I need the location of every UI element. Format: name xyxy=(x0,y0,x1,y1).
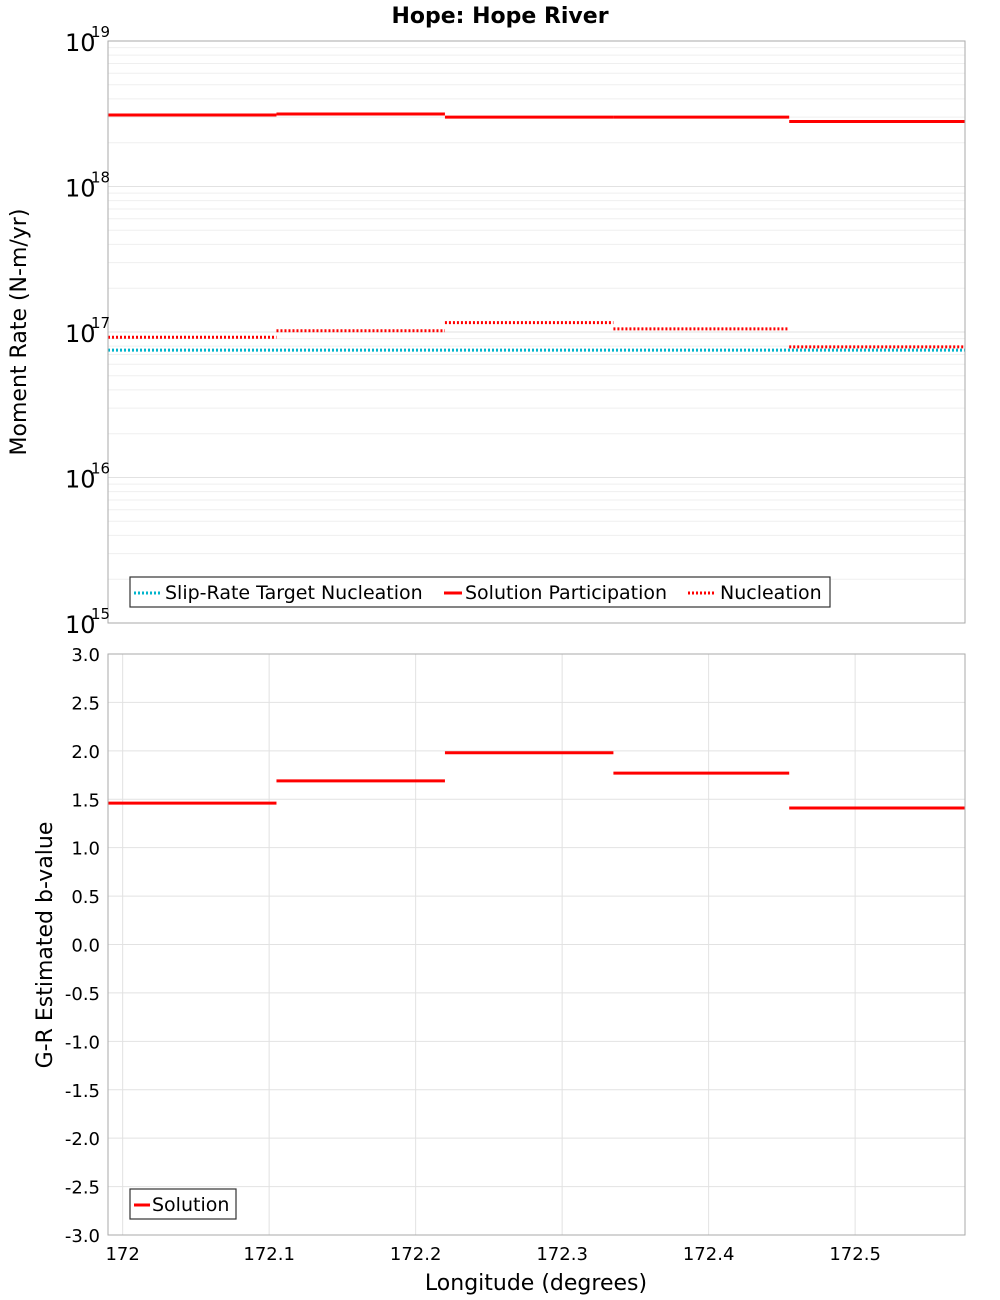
top-y-tick-base: 10 xyxy=(65,611,96,639)
bottom-y-tick-label: 1.5 xyxy=(71,790,100,811)
bottom-series xyxy=(108,751,965,810)
legend-label-solution-participation: Solution Participation xyxy=(465,582,667,604)
x-tick-labels: 172 172.1 172.2 172.3 172.4 172.5 xyxy=(105,1244,880,1265)
top-y-tick-exponent: 15 xyxy=(91,605,110,623)
bottom-y-tick-label: 1.0 xyxy=(71,839,100,860)
bottom-y-tick-label: -1.0 xyxy=(65,1032,100,1053)
bottom-y-tick-label: -1.5 xyxy=(65,1081,100,1102)
bottom-legend-box xyxy=(129,1188,237,1220)
x-tick-label: 172.1 xyxy=(243,1244,295,1265)
chart-title: Hope: Hope River xyxy=(391,4,608,29)
top-y-tick-base: 10 xyxy=(65,29,96,57)
bottom-y-tick-label: 0.0 xyxy=(71,936,100,957)
top-y-tick-exponent: 16 xyxy=(91,460,110,478)
bottom-grid xyxy=(108,653,965,1236)
top-series xyxy=(108,112,965,352)
top-y-tick-exponent: 18 xyxy=(91,169,110,187)
x-tick-label: 172.2 xyxy=(390,1244,442,1265)
bottom-y-tick-label: -0.5 xyxy=(65,984,100,1005)
bottom-y-tick-label: -2.0 xyxy=(65,1129,100,1150)
bottom-y-tick-label: 2.5 xyxy=(71,693,100,714)
bottom-y-tick-label: -3.0 xyxy=(65,1226,100,1247)
x-tick-label: 172.5 xyxy=(829,1244,881,1265)
top-y-tick-base: 10 xyxy=(65,320,96,348)
bottom-plot-frame xyxy=(107,653,966,1236)
x-tick-label: 172.3 xyxy=(536,1244,588,1265)
legend-label-solution: Solution xyxy=(152,1194,229,1216)
x-axis-label: Longitude (degrees) xyxy=(425,1271,647,1296)
x-tick-label: 172.4 xyxy=(683,1244,735,1265)
top-y-tick-base: 10 xyxy=(65,466,96,494)
bottom-y-tick-label: 3.0 xyxy=(71,645,100,666)
x-tick-label: 172 xyxy=(105,1244,139,1265)
top-legend: Slip-Rate Target Nucleation Solution Par… xyxy=(129,576,831,608)
bottom-legend: Solution xyxy=(129,1188,237,1220)
top-plot-frame xyxy=(107,40,966,624)
bottom-y-tick-labels: -3.0 -2.5 -2.0 -1.5 -1.0 -0.5 0.0 0.5 1.0 1.5 2.0 2… xyxy=(65,645,100,1247)
top-y-tick-base: 10 xyxy=(65,175,96,203)
legend-label-slip-rate-target: Slip-Rate Target Nucleation xyxy=(165,582,423,604)
top-y-axis-label: Moment Rate (N-m/yr) xyxy=(7,209,32,456)
legend-label-nucleation: Nucleation xyxy=(720,582,822,604)
top-y-tick-exponent: 19 xyxy=(91,23,110,41)
bottom-y-axis-label: G-R Estimated b-value xyxy=(33,822,58,1069)
bottom-y-tick-label: -2.5 xyxy=(65,1178,100,1199)
bottom-y-tick-label: 0.5 xyxy=(71,887,100,908)
bottom-y-tick-label: 2.0 xyxy=(71,742,100,763)
top-grid xyxy=(108,40,965,624)
top-y-tick-exponent: 17 xyxy=(91,314,110,332)
